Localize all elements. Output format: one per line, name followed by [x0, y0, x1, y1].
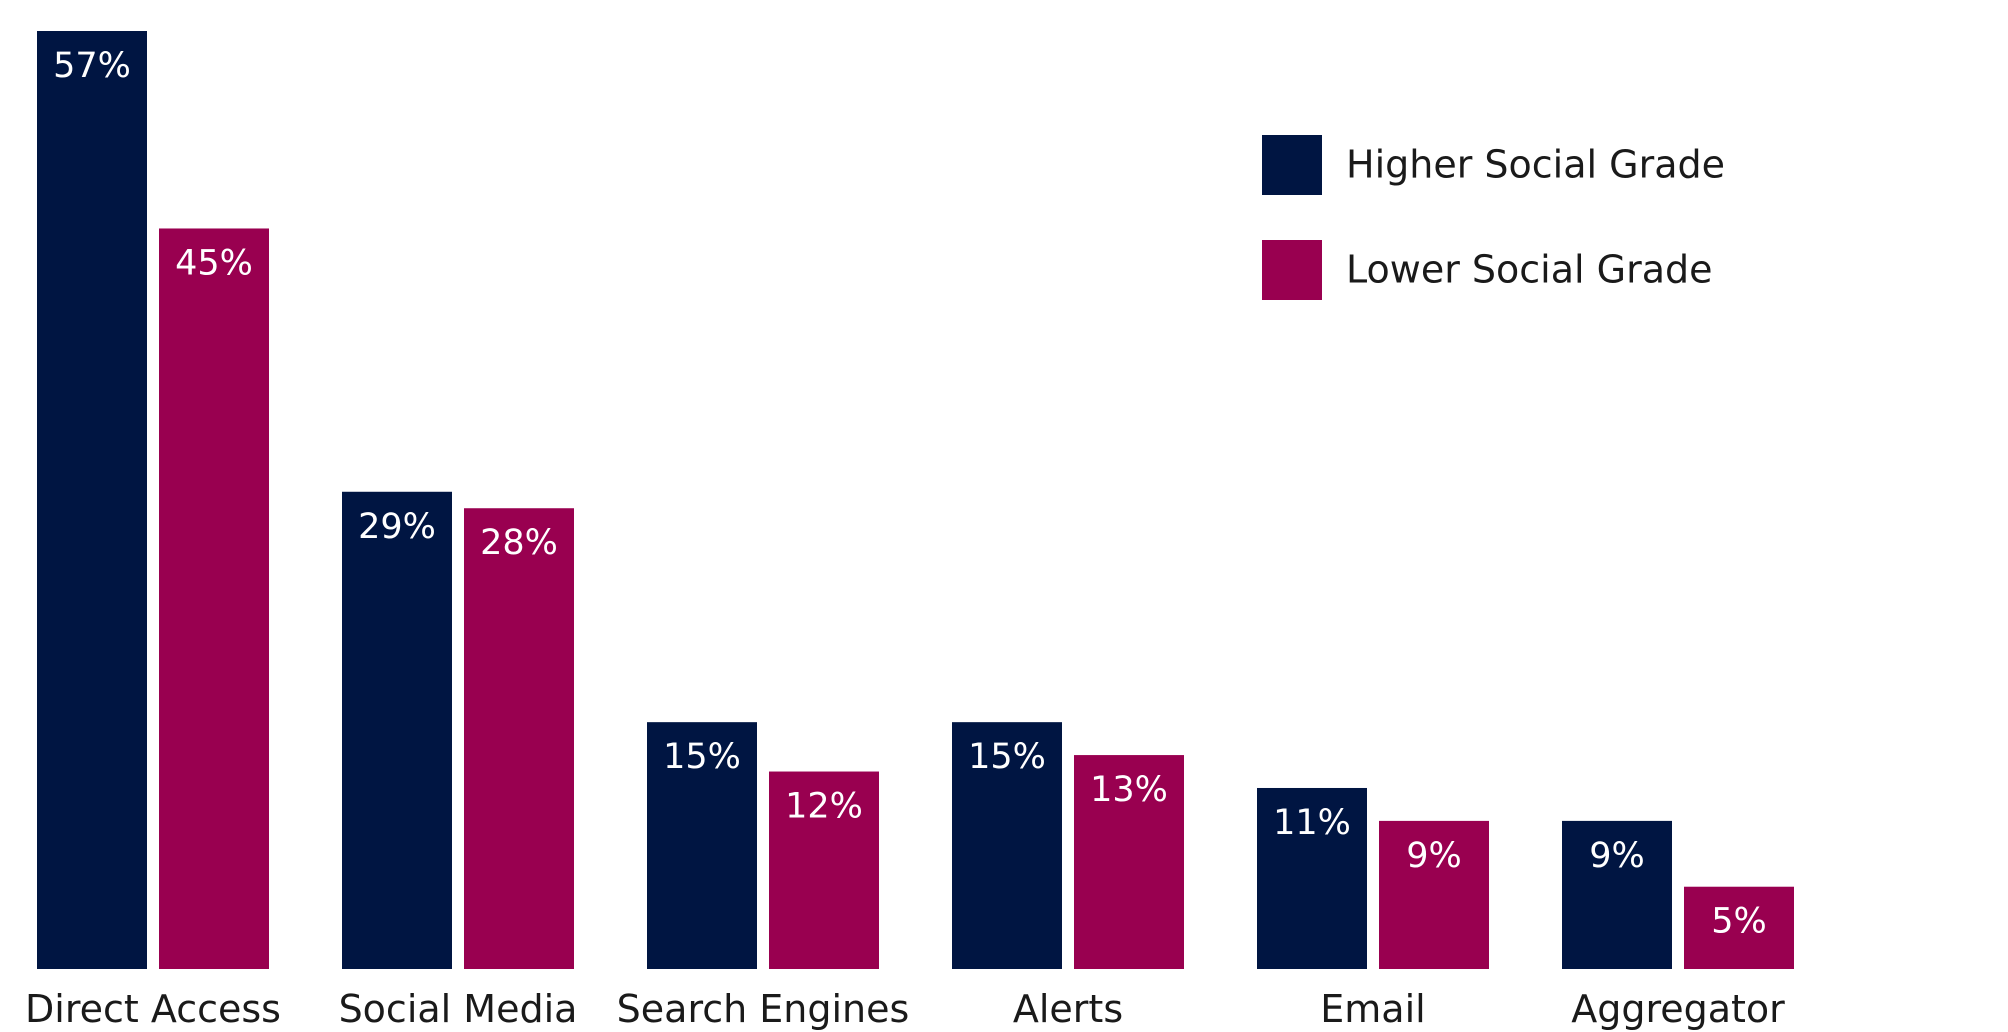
category-labels-layer: Direct Access Social Media Search Engines A…: [25, 987, 1785, 1031]
bar-email-lower-social-grade: [1379, 820, 1489, 969]
data-label-aggregator-lower-social-grade: 5%: [1711, 902, 1767, 942]
data-label-social-media-higher-social-grade: 29%: [358, 507, 436, 547]
bar-search-engines-lower-social-grade: [769, 771, 879, 969]
category-label-alerts: Alerts: [1013, 987, 1123, 1031]
data-label-social-media-lower-social-grade: 28%: [480, 523, 558, 563]
category-label-email: Email: [1320, 987, 1425, 1031]
legend: Higher Social Grade Lower Social Grade: [1262, 135, 1725, 300]
data-label-direct-access-higher-social-grade: 57%: [53, 46, 131, 86]
data-label-alerts-higher-social-grade: 15%: [968, 737, 1046, 777]
category-label-aggregator: Aggregator: [1571, 987, 1785, 1031]
data-label-aggregator-higher-social-grade: 9%: [1589, 836, 1645, 876]
category-label-direct-access: Direct Access: [25, 987, 281, 1031]
legend-label-lower-social-grade: Lower Social Grade: [1346, 248, 1713, 292]
bar-email-higher-social-grade: [1257, 787, 1367, 969]
bars-layer: [37, 31, 1794, 969]
data-label-alerts-lower-social-grade: 13%: [1090, 770, 1168, 810]
legend-swatch-higher-social-grade: [1262, 135, 1322, 195]
data-label-email-lower-social-grade: 9%: [1406, 836, 1462, 876]
legend-label-higher-social-grade: Higher Social Grade: [1346, 143, 1725, 187]
bar-alerts-lower-social-grade: [1074, 755, 1184, 969]
data-label-email-higher-social-grade: 11%: [1273, 803, 1351, 843]
legend-swatch-lower-social-grade: [1262, 240, 1322, 300]
category-label-social-media: Social Media: [339, 987, 578, 1031]
bar-search-engines-higher-social-grade: [647, 722, 757, 969]
data-label-search-engines-higher-social-grade: 15%: [663, 737, 741, 777]
bar-aggregator-higher-social-grade: [1562, 820, 1672, 969]
category-label-search-engines: Search Engines: [617, 987, 910, 1031]
data-label-search-engines-lower-social-grade: 12%: [785, 787, 863, 827]
data-label-direct-access-lower-social-grade: 45%: [175, 243, 253, 283]
bar-social-media-higher-social-grade: [342, 491, 452, 969]
bar-social-media-lower-social-grade: [464, 508, 574, 969]
bar-direct-access-lower-social-grade: [159, 228, 269, 969]
bar-direct-access-higher-social-grade: [37, 31, 147, 969]
bar-alerts-higher-social-grade: [952, 722, 1062, 969]
value-labels-layer: 57% 45% 29% 28% 15% 12% 15% 13% 11% 9% 9% 5%: [53, 46, 1767, 942]
bar-aggregator-lower-social-grade: [1684, 886, 1794, 969]
